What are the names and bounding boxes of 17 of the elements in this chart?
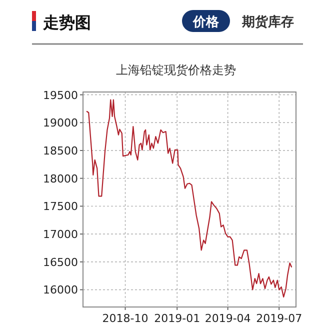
y-tick-label: 17500	[43, 200, 78, 214]
chart-title: 上海铅锭现货价格走势	[116, 63, 236, 77]
y-tick-label: 18000	[43, 172, 78, 186]
x-tick-label: 2019-04	[204, 312, 251, 325]
x-tick-label: 2019-07	[256, 312, 302, 325]
y-tick-label: 16500	[43, 256, 78, 269]
x-tick-label: 2018-10	[102, 312, 148, 325]
y-tick-label: 18500	[43, 144, 78, 158]
line-series	[86, 99, 292, 298]
y-tick-label: 17000	[43, 228, 78, 242]
text: 期货库存	[241, 14, 294, 30]
text: 走势图	[42, 13, 91, 32]
y-tick-label: 19500	[43, 88, 78, 102]
x-tick-label: 2019-01	[154, 312, 200, 325]
y-tick-label: 19000	[43, 116, 78, 130]
text: 价格	[192, 15, 220, 30]
y-tick-label: 16000	[43, 284, 78, 297]
